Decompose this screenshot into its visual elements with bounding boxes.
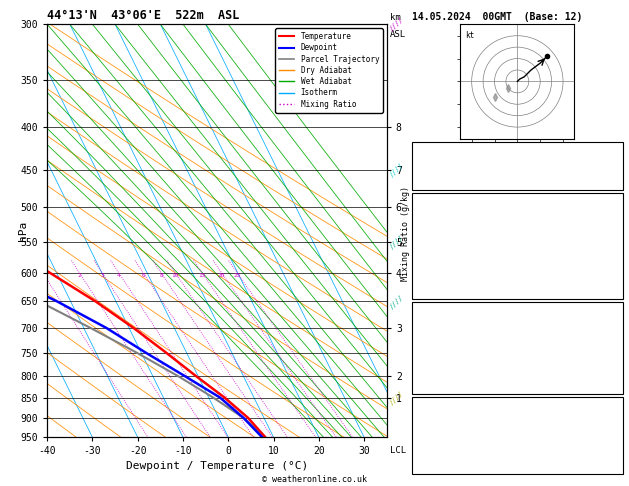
Text: 304: 304 [603, 240, 619, 249]
Text: 293°: 293° [598, 444, 619, 453]
Text: 6: 6 [142, 273, 145, 278]
Text: 14.05.2024  00GMT  (Base: 12): 14.05.2024 00GMT (Base: 12) [412, 12, 582, 22]
Text: 11: 11 [608, 458, 619, 468]
Text: K: K [416, 145, 421, 154]
Legend: Temperature, Dewpoint, Parcel Trajectory, Dry Adiabat, Wet Adiabat, Isotherm, Mi: Temperature, Dewpoint, Parcel Trajectory… [276, 28, 383, 112]
Text: 20: 20 [218, 273, 225, 278]
Text: ////: //// [389, 233, 405, 250]
Text: 8: 8 [159, 273, 163, 278]
Text: SREH: SREH [416, 429, 437, 438]
Text: Most Unstable: Most Unstable [482, 305, 552, 314]
Text: 4: 4 [117, 273, 121, 278]
Text: km: km [390, 13, 401, 22]
Text: θₑ (K): θₑ (K) [416, 334, 448, 344]
Text: LCL: LCL [390, 446, 406, 455]
Text: 0: 0 [613, 269, 619, 278]
Text: Lifted Index: Lifted Index [416, 349, 481, 358]
Text: 10: 10 [172, 273, 179, 278]
Text: 700: 700 [603, 320, 619, 329]
Text: StmSpd (kt): StmSpd (kt) [416, 458, 475, 468]
X-axis label: Dewpoint / Temperature (°C): Dewpoint / Temperature (°C) [126, 461, 308, 470]
Text: StmDir: StmDir [416, 444, 448, 453]
Text: ////: //// [389, 161, 405, 178]
Text: Dewp (°C): Dewp (°C) [416, 225, 464, 234]
Text: Lifted Index: Lifted Index [416, 254, 481, 263]
Text: 3: 3 [100, 273, 104, 278]
Text: Hodograph: Hodograph [493, 400, 542, 409]
Text: kt: kt [465, 31, 474, 40]
Text: 2: 2 [77, 273, 81, 278]
Text: © weatheronline.co.uk: © weatheronline.co.uk [262, 474, 367, 484]
Text: 0: 0 [613, 364, 619, 373]
Text: Pressure (mb): Pressure (mb) [416, 320, 486, 329]
Text: 7.5: 7.5 [603, 225, 619, 234]
Text: PW (cm): PW (cm) [416, 174, 454, 183]
Text: CAPE (J): CAPE (J) [416, 364, 459, 373]
Text: ////: //// [389, 16, 405, 33]
Text: 0: 0 [613, 283, 619, 293]
Text: 15: 15 [198, 273, 206, 278]
Text: 309: 309 [603, 334, 619, 344]
Text: CAPE (J): CAPE (J) [416, 269, 459, 278]
Text: 8.2: 8.2 [603, 210, 619, 220]
Text: Mixing Ratio (g/kg): Mixing Ratio (g/kg) [401, 186, 410, 281]
Text: 7: 7 [613, 429, 619, 438]
Text: CIN (J): CIN (J) [416, 283, 454, 293]
Text: Surface: Surface [499, 196, 536, 205]
Text: 44°13'N  43°06'E  522m  ASL: 44°13'N 43°06'E 522m ASL [47, 9, 240, 22]
Text: ////: //// [389, 293, 405, 310]
Text: Totals Totals: Totals Totals [416, 159, 486, 169]
Text: EH: EH [416, 415, 426, 424]
Text: hPa: hPa [18, 221, 28, 241]
Text: 25: 25 [233, 273, 241, 278]
Text: 1.89: 1.89 [598, 174, 619, 183]
Text: CIN (J): CIN (J) [416, 378, 454, 387]
Text: Temp (°C): Temp (°C) [416, 210, 464, 220]
Text: θₑ(K): θₑ(K) [416, 240, 443, 249]
Text: 6: 6 [613, 254, 619, 263]
Text: 28: 28 [608, 145, 619, 154]
Text: ////: //// [389, 389, 405, 406]
Text: 0: 0 [613, 378, 619, 387]
Text: ASL: ASL [390, 31, 406, 39]
Text: 49: 49 [608, 159, 619, 169]
Text: 3: 3 [613, 415, 619, 424]
Text: 1: 1 [41, 273, 45, 278]
Text: 2: 2 [613, 349, 619, 358]
